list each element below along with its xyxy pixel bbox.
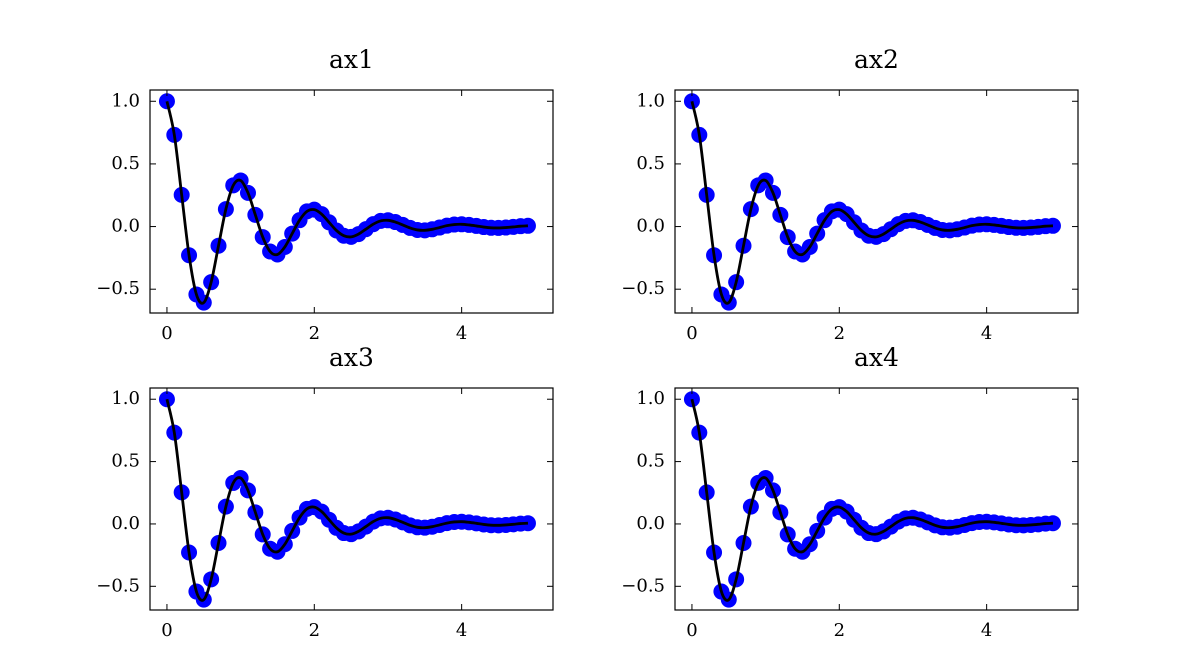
- y-tick-label: −0.5: [621, 278, 665, 299]
- line: [165, 398, 529, 602]
- y-tick-label: 0.5: [111, 451, 140, 472]
- line: [165, 100, 529, 305]
- y-tick-label: −0.5: [96, 278, 140, 299]
- line: [690, 100, 1054, 305]
- y-tick-label: 0.5: [111, 153, 140, 174]
- x-tick-label: 2: [834, 620, 845, 641]
- x-tick-label: 0: [686, 323, 697, 344]
- x-tick-label: 0: [161, 620, 172, 641]
- y-tick-label: 1.0: [111, 90, 140, 111]
- subplot-title: ax3: [329, 343, 374, 372]
- axes: ax3 −0.5 0.0 0.5 1.0 0 2 4: [96, 343, 554, 641]
- y-tick-label: 0.5: [636, 153, 665, 174]
- axes-frame: [149, 387, 554, 611]
- axes: ax4 −0.5 0.0 0.5 1.0 0 2 4: [621, 343, 1079, 641]
- axes-frame: [149, 89, 554, 314]
- x-tick-label: 2: [309, 620, 320, 641]
- axes-frame: [674, 387, 1079, 611]
- x-tick-label: 4: [456, 620, 467, 641]
- x-tick-label: 0: [686, 620, 697, 641]
- y-tick-label: 0.0: [111, 513, 140, 534]
- x-tick-label: 2: [834, 323, 845, 344]
- y-tick-label: −0.5: [96, 575, 140, 596]
- axes: ax2 −0.5 0.0 0.5 1.0 0 2 4: [621, 45, 1079, 344]
- y-tick-label: 0.5: [636, 451, 665, 472]
- axes-frame: [674, 89, 1079, 314]
- y-tick-label: 0.0: [111, 216, 140, 237]
- subplot-title: ax2: [854, 45, 899, 74]
- line: [690, 398, 1054, 602]
- x-tick-label: 2: [309, 323, 320, 344]
- y-tick-label: 1.0: [636, 388, 665, 409]
- y-tick-label: 1.0: [111, 388, 140, 409]
- y-tick-label: 1.0: [636, 90, 665, 111]
- x-tick-label: 0: [161, 323, 172, 344]
- y-tick-label: −0.5: [621, 575, 665, 596]
- x-tick-label: 4: [981, 620, 992, 641]
- axes: ax1 −0.5 0.0 0.5 1.0 0 2 4: [96, 45, 554, 344]
- subplot-title: ax4: [854, 343, 899, 372]
- x-tick-label: 4: [981, 323, 992, 344]
- x-tick-label: 4: [456, 323, 467, 344]
- y-tick-label: 0.0: [636, 513, 665, 534]
- y-tick-label: 0.0: [636, 216, 665, 237]
- subplot-title: ax1: [329, 45, 374, 74]
